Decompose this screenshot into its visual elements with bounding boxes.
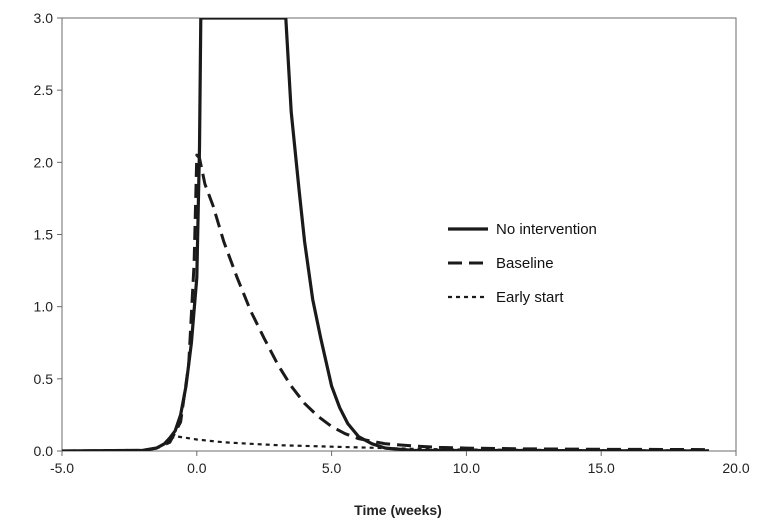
series-line-baseline	[62, 153, 710, 451]
y-tick-label: 0.5	[34, 371, 54, 387]
y-tick-label: 3.0	[34, 10, 54, 26]
x-tick-label: 20.0	[722, 460, 749, 476]
x-tick-label: 10.0	[453, 460, 480, 476]
legend-item: No intervention	[448, 221, 597, 238]
y-tick-label: 2.0	[34, 154, 54, 170]
legend-item: Early start	[448, 289, 564, 306]
series-line-no-intervention	[62, 18, 710, 451]
y-tick-label: 0.0	[34, 443, 54, 459]
plot-area	[61, 17, 737, 452]
legend-label: No intervention	[496, 221, 597, 238]
x-axis-title: Time (weeks)	[354, 502, 442, 518]
legend-label: Early start	[496, 289, 564, 306]
y-tick-label: 1.5	[34, 227, 54, 243]
x-tick-label: 15.0	[588, 460, 615, 476]
axes-layer: 0.00.51.01.52.02.53.0-5.0 0.0 5.0 10.0 15.0 2…	[34, 10, 750, 476]
legend-item: Baseline	[448, 255, 554, 272]
legend: No intervention Baseline Early start	[448, 221, 597, 306]
plot-frame	[61, 17, 737, 452]
x-tick-label: -5.0	[50, 460, 74, 476]
series-line-early-start	[62, 435, 709, 451]
x-tick-label: 0.0	[187, 460, 207, 476]
y-tick-label: 2.5	[34, 82, 54, 98]
legend-label: Baseline	[496, 255, 554, 272]
x-tick-label: 5.0	[322, 460, 342, 476]
y-tick-label: 1.0	[34, 299, 54, 315]
series-layer	[62, 18, 710, 451]
